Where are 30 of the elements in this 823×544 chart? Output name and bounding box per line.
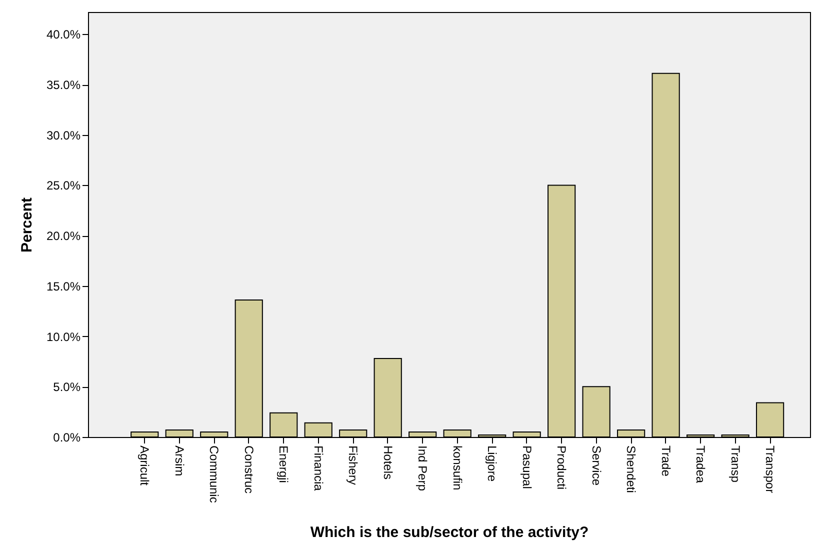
x-tick-label: Agricult [138,446,152,486]
x-tick-label: Arsim [172,446,186,476]
x-tick-label: Fishery [346,446,360,485]
y-tick-label: 0.0% [53,430,81,444]
y-tick-label: 5.0% [53,380,81,394]
x-tick-label: Energji [276,446,291,483]
y-tick-label: 40.0% [46,28,81,42]
x-axis-title: Which is the sub/sector of the activity? [310,524,589,541]
x-tick-label: Construc [242,446,256,494]
y-tick-label: 10.0% [46,330,81,344]
x-tick-label: Communic [207,446,222,503]
x-tick-label: Shendeti [624,446,638,493]
y-tick-label: 25.0% [46,178,81,193]
y-tick-label: 30.0% [46,128,81,142]
y-axis-title: Percent [18,197,36,253]
x-tick-label: Transp [728,446,742,483]
x-tick-label: Financia [311,446,326,492]
x-tick-label: Service [589,446,604,486]
x-tick-label: konsufin [450,446,464,490]
y-tick-label: 15.0% [46,279,81,294]
x-tick-label: Pasupal [520,446,534,489]
x-tick-label: Ligjore [485,446,500,482]
x-tick-label: Ind Perp [416,446,430,492]
y-tick-label: 20.0% [46,229,81,244]
y-tick-label: 35.0% [46,78,81,92]
x-tick-label: Hotels [380,446,395,480]
x-tick-label: Trade [658,446,673,477]
x-tick-label: Tradea [694,446,708,484]
x-tick-label: Producti [554,446,569,490]
x-tick-label: Transpor [763,446,778,494]
